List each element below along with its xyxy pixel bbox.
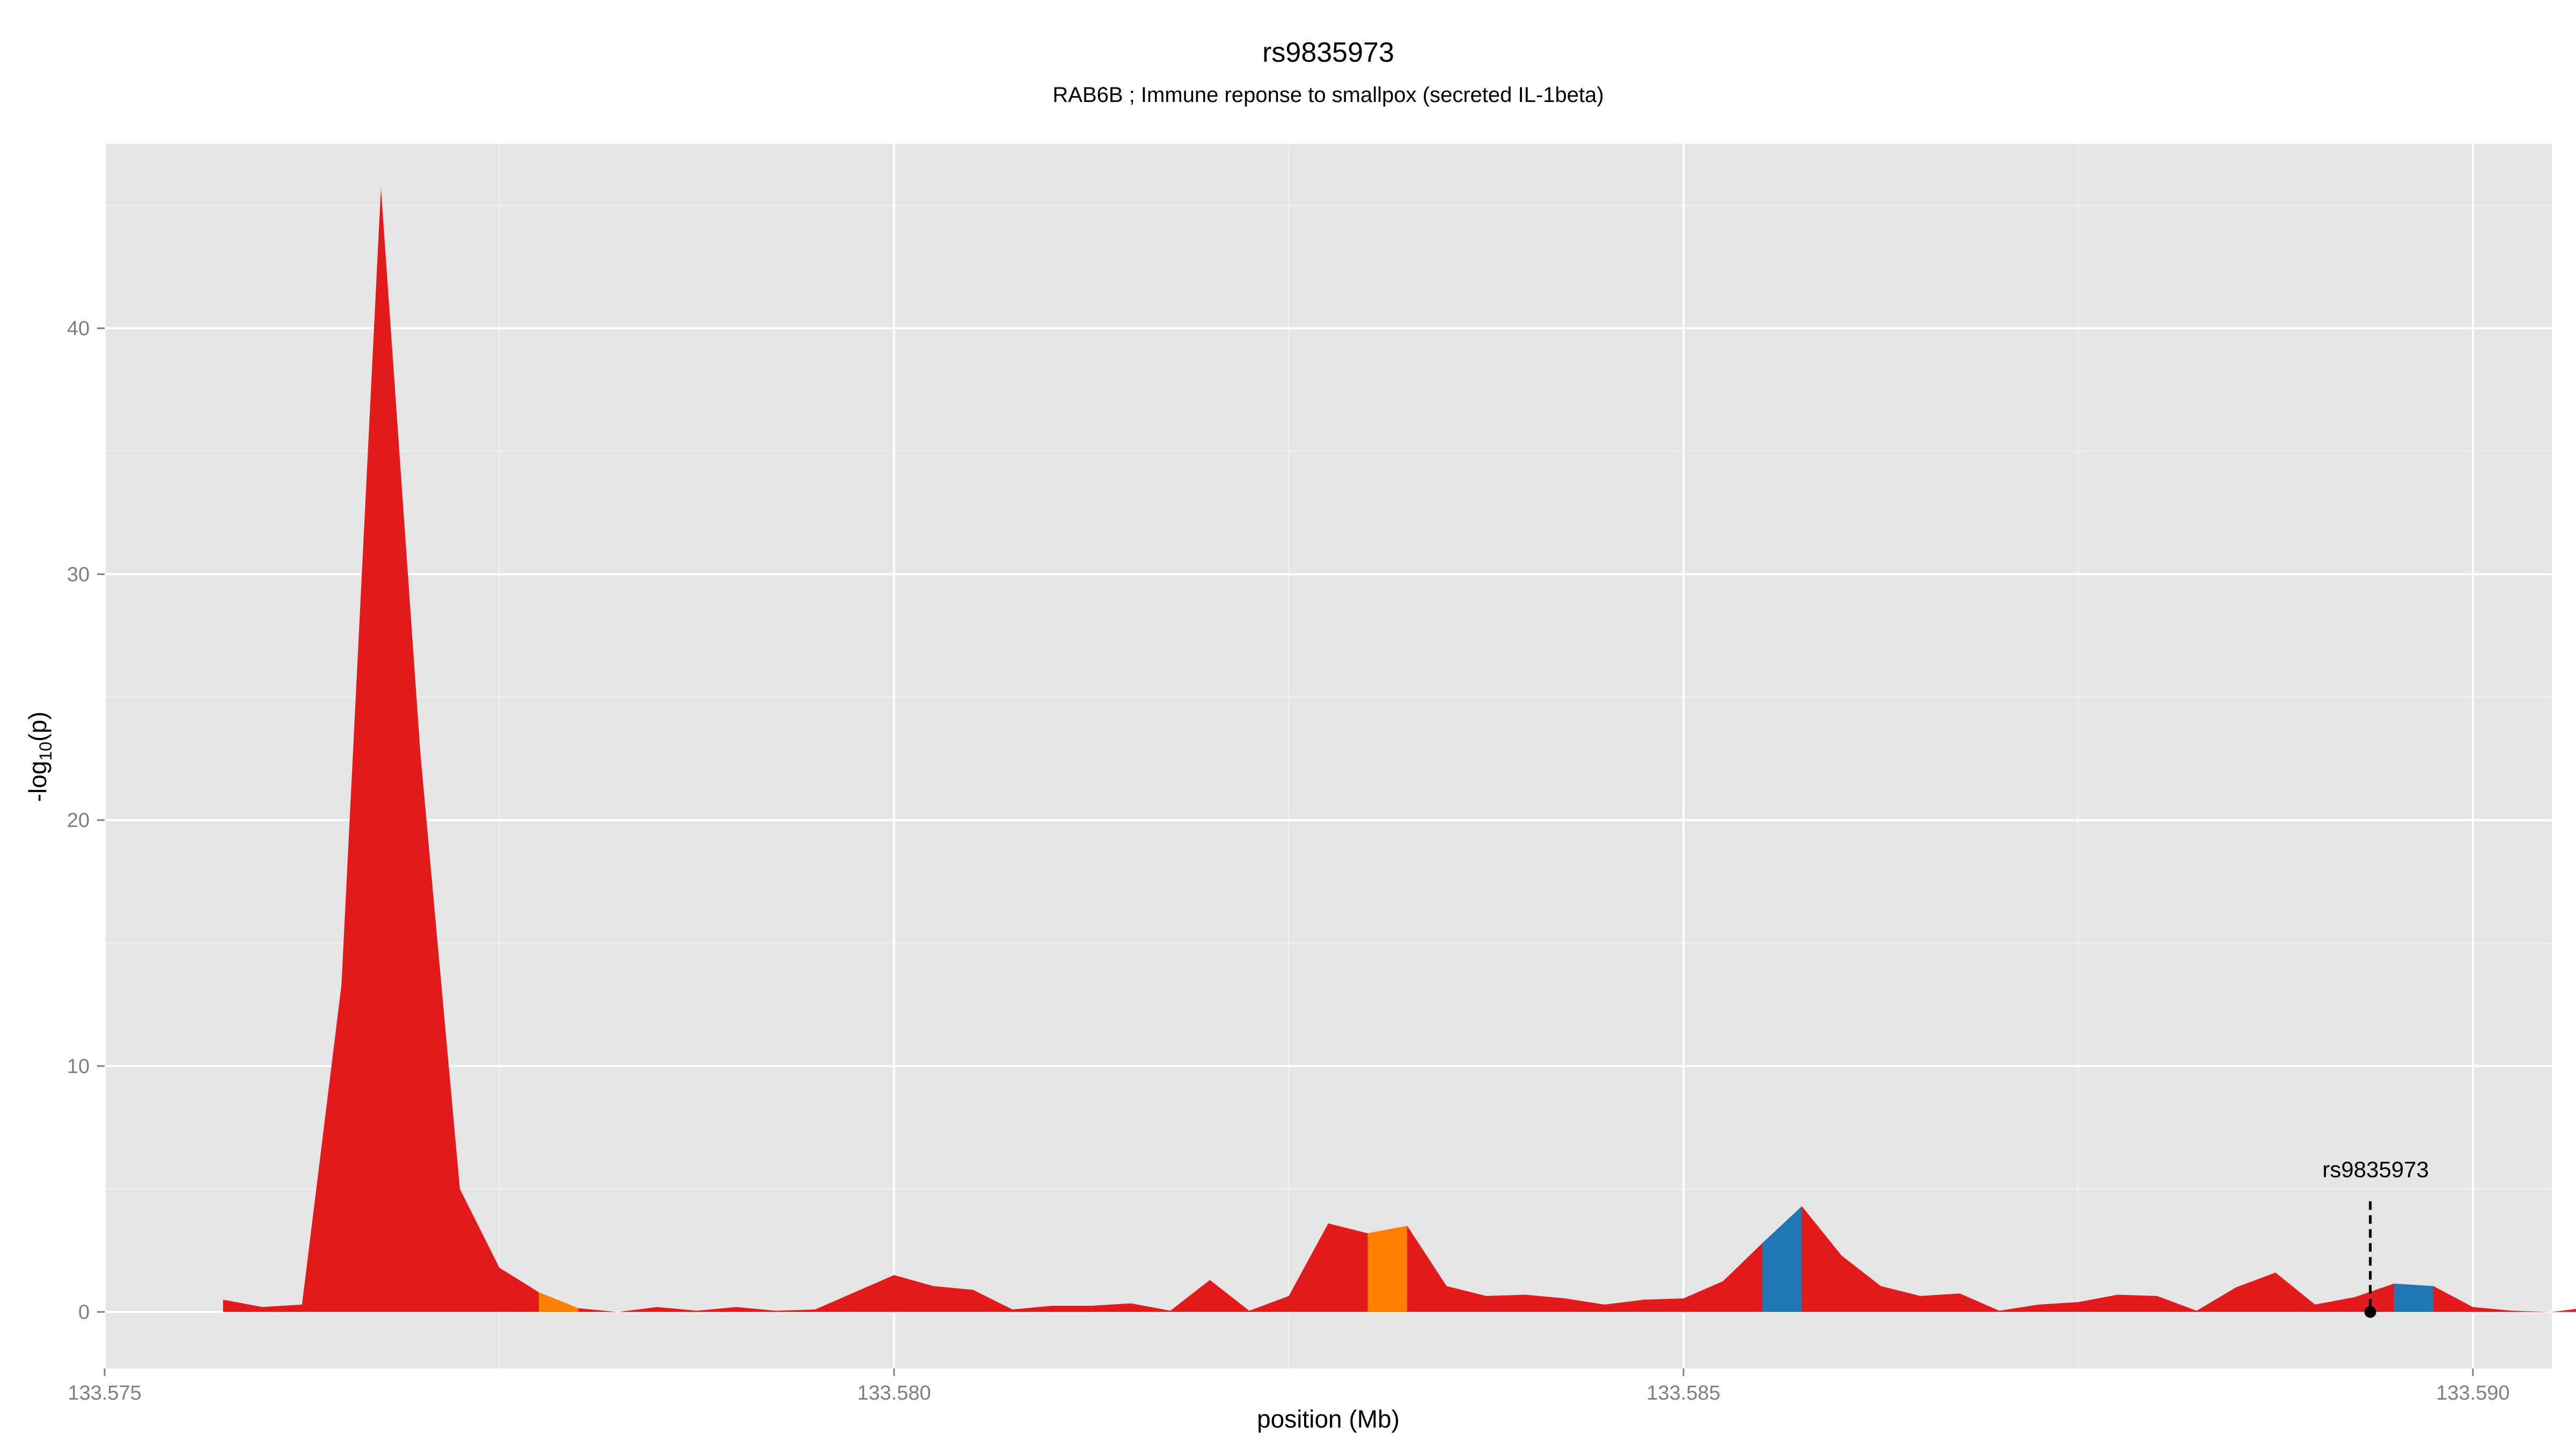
- minor-gridlines: [105, 144, 2552, 1368]
- axes: 133.575 133.580 133.585 133.590 0 10 20 30 40: [67, 318, 2510, 1404]
- x-tick-label: 133.575: [68, 1382, 141, 1404]
- svg-text:-log10(p): -log10(p): [24, 712, 55, 802]
- plot-panel: [105, 144, 2552, 1368]
- annotation-label: rs9835973: [2322, 1157, 2429, 1182]
- area-red: [223, 188, 2576, 1312]
- area-segment-orange: [1367, 1226, 1408, 1312]
- x-axis-label: position (Mb): [1257, 1405, 1400, 1433]
- y-tick-label: 10: [67, 1055, 90, 1078]
- y-axis-label-subscript: 10: [36, 742, 55, 761]
- major-gridlines: [104, 144, 2552, 1368]
- y-axis-label: -log10(p): [24, 712, 55, 802]
- area-series: [223, 188, 2576, 1312]
- chart-title: rs9835973: [1262, 37, 1394, 68]
- y-tick-label: 0: [78, 1301, 90, 1324]
- area-segment-orange: [539, 1292, 579, 1312]
- y-axis-label-main: -log: [24, 761, 52, 802]
- y-tick-label: 30: [67, 564, 90, 586]
- annotation-point: [2364, 1306, 2376, 1318]
- y-tick-label: 40: [67, 318, 90, 340]
- y-tick-label: 20: [67, 809, 90, 832]
- x-tick-label: 133.585: [1646, 1382, 1720, 1404]
- x-tick-label: 133.590: [2436, 1382, 2509, 1404]
- x-tick-label: 133.580: [857, 1382, 931, 1404]
- chart-subtitle: RAB6B ; Immune reponse to smallpox (secr…: [1052, 83, 1604, 107]
- area-segment-blue: [1762, 1206, 1802, 1312]
- annotation-group: rs9835973: [2322, 1157, 2429, 1318]
- y-axis-label-tail: (p): [24, 712, 52, 742]
- area-segment-blue: [2394, 1283, 2434, 1312]
